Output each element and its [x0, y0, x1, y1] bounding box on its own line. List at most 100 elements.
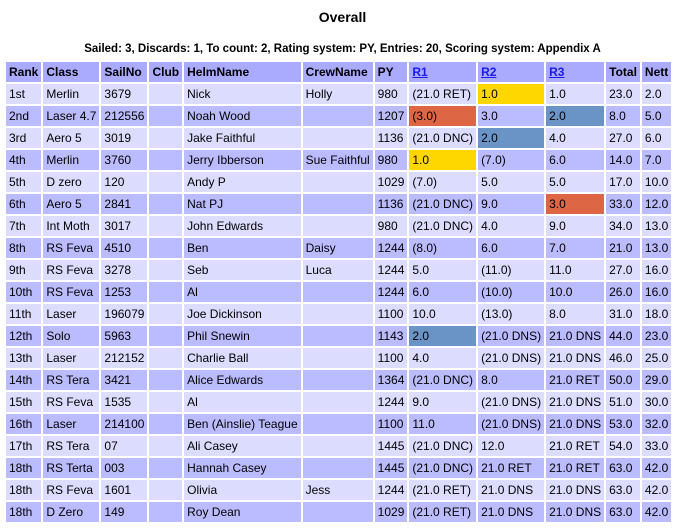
cell-r1: 6.0 [409, 282, 477, 302]
table-row: 3rd Aero 5 3019 Jake Faithful 1136 (21.0 DNC)… [6, 128, 672, 148]
cell-class: RS Feva [43, 238, 100, 258]
cell-rank: 13th [6, 348, 42, 368]
cell-total: 27.0 [606, 128, 640, 148]
cell-class: Merlin [43, 150, 100, 170]
cell-r3: 10.0 [546, 282, 605, 302]
cell-rank: 17th [6, 436, 42, 456]
cell-r3: 11.0 [546, 260, 605, 280]
cell-r3: 21.0 DNS [546, 480, 605, 500]
cell-crew-name [302, 304, 373, 324]
cell-r1: (21.0 DNC) [409, 128, 477, 148]
cell-py: 1244 [374, 282, 408, 302]
cell-r2: 4.0 [478, 216, 545, 236]
cell-r2: 21.0 DNS [478, 502, 545, 522]
cell-r2: 3.0 [478, 106, 545, 126]
cell-class: Laser [43, 348, 100, 368]
cell-rank: 14th [6, 370, 42, 390]
cell-total: 63.0 [606, 458, 640, 478]
header-crew-name: CrewName [302, 62, 373, 82]
cell-crew-name [302, 502, 373, 522]
cell-rank: 18th [6, 458, 42, 478]
header-r2: R2 [478, 62, 545, 82]
cell-r2: (10.0) [478, 282, 545, 302]
cell-r2: 12.0 [478, 436, 545, 456]
cell-rank: 6th [6, 194, 42, 214]
cell-r2: (21.0 DNS) [478, 414, 545, 434]
cell-helm-name: Ben (Ainslie) Teague [184, 414, 301, 434]
table-row: 2nd Laser 4.7 212556 Noah Wood 1207 (3.0) 3.0 2… [6, 106, 672, 126]
cell-club [149, 106, 183, 126]
cell-helm-name: Jerry Ibberson [184, 150, 301, 170]
cell-crew-name [302, 392, 373, 412]
cell-sail-no: 3421 [101, 370, 148, 390]
header-sail-no: SailNo [101, 62, 148, 82]
cell-club [149, 370, 183, 390]
cell-club [149, 150, 183, 170]
cell-crew-name [302, 194, 373, 214]
table-row: 5th D zero 120 Andy P 1029 (7.0) 5.0 5.0 17.0 10.… [6, 172, 672, 192]
cell-r3: 8.0 [546, 304, 605, 324]
cell-total: 14.0 [606, 150, 640, 170]
cell-rank: 3rd [6, 128, 42, 148]
cell-helm-name: Phil Snewin [184, 326, 301, 346]
cell-club [149, 128, 183, 148]
cell-nett: 5.0 [641, 106, 672, 126]
cell-crew-name: Holly [302, 84, 373, 104]
results-table: Rank Class SailNo Club HelmName CrewName PY R1 R… [4, 60, 673, 524]
cell-nett: 18.0 [641, 304, 672, 324]
cell-nett: 13.0 [641, 238, 672, 258]
cell-rank: 15th [6, 392, 42, 412]
cell-py: 980 [374, 216, 408, 236]
cell-sail-no: 1253 [101, 282, 148, 302]
table-row: 10th RS Feva 1253 Al 1244 6.0 (10.0) 10.0 26.0 16… [6, 282, 672, 302]
header-r3: R3 [546, 62, 605, 82]
cell-total: 21.0 [606, 238, 640, 258]
cell-helm-name: Nick [184, 84, 301, 104]
table-row: 17th RS Tera 07 Ali Casey 1445 (21.0 DNC) 12.0… [6, 436, 672, 456]
table-row: 15th RS Feva 1535 Al 1244 9.0 (21.0 DNS) 21.0 D… [6, 392, 672, 412]
cell-total: 33.0 [606, 194, 640, 214]
cell-sail-no: 5963 [101, 326, 148, 346]
race-link-r1[interactable]: R1 [412, 65, 428, 79]
cell-class: Solo [43, 326, 100, 346]
cell-rank: 11th [6, 304, 42, 324]
cell-nett: 42.0 [641, 502, 672, 522]
cell-r3: 21.0 DNS [546, 502, 605, 522]
header-r1: R1 [409, 62, 477, 82]
table-row: 6th Aero 5 2841 Nat PJ 1136 (21.0 DNC) 9.0 3.0 3… [6, 194, 672, 214]
cell-rank: 18th [6, 502, 42, 522]
cell-r3: 3.0 [546, 194, 605, 214]
cell-total: 63.0 [606, 480, 640, 500]
cell-r3: 21.0 RET [546, 370, 605, 390]
cell-py: 1244 [374, 392, 408, 412]
cell-crew-name: Sue Faithful [302, 150, 373, 170]
cell-r3: 2.0 [546, 106, 605, 126]
cell-crew-name [302, 414, 373, 434]
cell-r3: 21.0 RET [546, 436, 605, 456]
cell-r1: (21.0 DNC) [409, 216, 477, 236]
cell-rank: 2nd [6, 106, 42, 126]
cell-r1: 10.0 [409, 304, 477, 324]
cell-r1: 2.0 [409, 326, 477, 346]
cell-club [149, 348, 183, 368]
cell-nett: 13.0 [641, 216, 672, 236]
header-total: Total [606, 62, 640, 82]
table-row: 1st Merlin 3679 Nick Holly 980 (21.0 RET) 1.0 1.… [6, 84, 672, 104]
cell-nett: 33.0 [641, 436, 672, 456]
cell-helm-name: Al [184, 392, 301, 412]
race-link-r3[interactable]: R3 [549, 65, 565, 79]
cell-py: 1029 [374, 172, 408, 192]
cell-total: 26.0 [606, 282, 640, 302]
cell-club [149, 172, 183, 192]
cell-sail-no: 149 [101, 502, 148, 522]
race-link-r2[interactable]: R2 [481, 65, 497, 79]
table-row: 18th D Zero 149 Roy Dean 1029 (21.0 RET) 21.0 … [6, 502, 672, 522]
cell-nett: 30.0 [641, 392, 672, 412]
cell-sail-no: 3278 [101, 260, 148, 280]
cell-r1: 11.0 [409, 414, 477, 434]
cell-r2: 9.0 [478, 194, 545, 214]
page-title: Overall [318, 9, 367, 25]
cell-crew-name [302, 326, 373, 346]
cell-rank: 5th [6, 172, 42, 192]
series-info: Sailed: 3, Discards: 1, To count: 2, Rat… [84, 43, 601, 55]
